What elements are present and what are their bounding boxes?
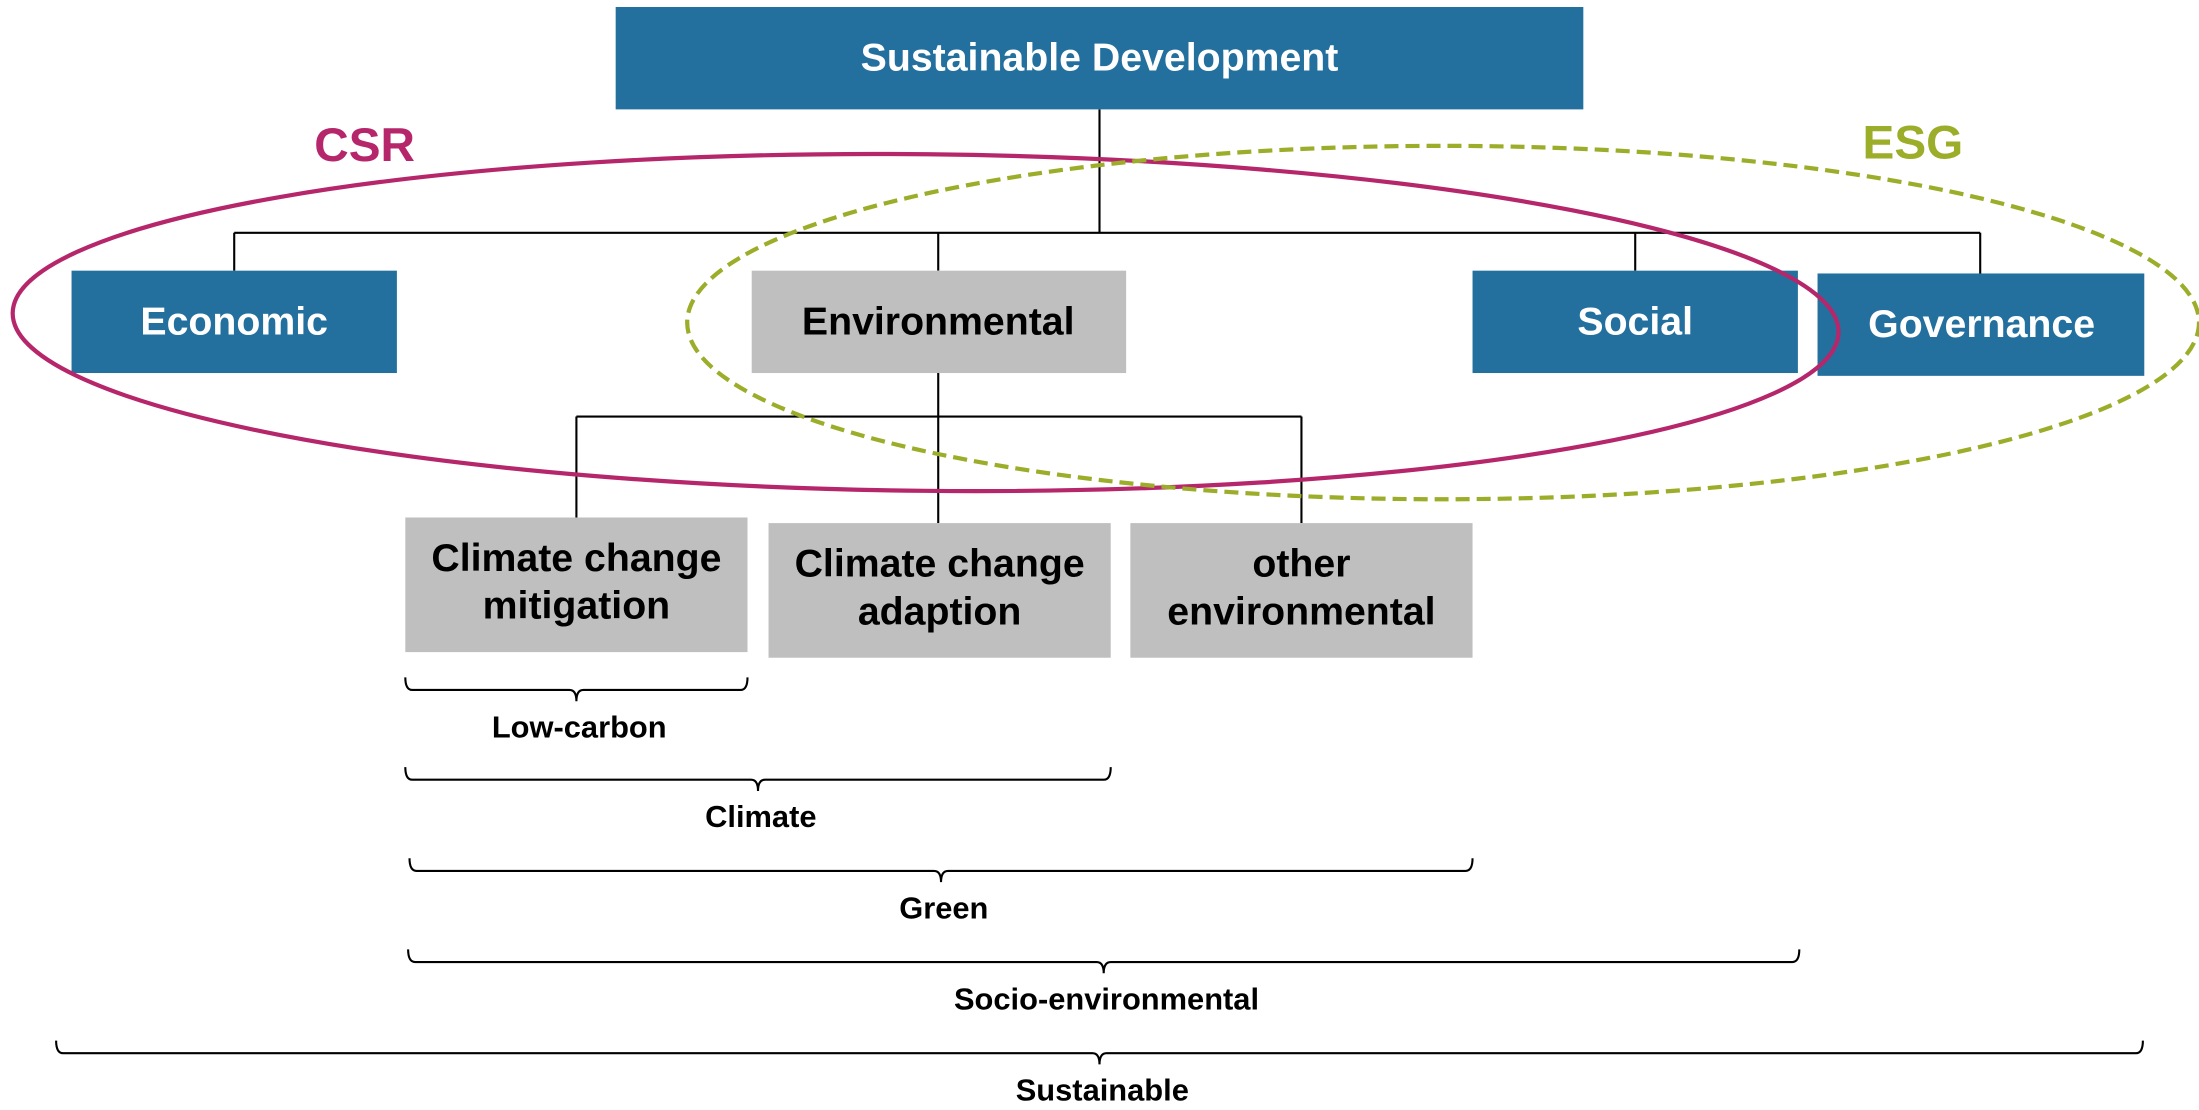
child-labels: Climate change mitigation Climate change ad… (431, 536, 1435, 633)
bracket (408, 858, 1474, 883)
bracket (407, 949, 1801, 974)
child-box (405, 517, 748, 653)
group-label: Low-carbon (492, 709, 667, 744)
pillar-box (751, 270, 1127, 374)
pillar-box (1472, 270, 1798, 374)
child-box (1130, 523, 1473, 658)
pillar-box (71, 270, 397, 374)
pillar-label: Economic (140, 299, 328, 343)
bracket (404, 767, 1112, 791)
csr-label: CSR (314, 119, 415, 172)
child-label: other environmental (1167, 542, 1435, 634)
group-label: Socio-environmental (954, 981, 1259, 1016)
child-box (768, 523, 1111, 658)
bracket (404, 677, 749, 702)
group-label: Sustainable (1016, 1073, 1189, 1108)
connector-lines (575, 373, 1303, 524)
brackets: Low-carbon Climate Green Socio-environmenta… (55, 677, 2144, 1108)
pillar-label: Environmental (802, 299, 1075, 343)
root-label: Sustainable Development (861, 36, 1339, 80)
pillar-label: Governance (1868, 302, 2095, 346)
connectors (233, 109, 1982, 524)
root-box (615, 7, 1584, 110)
pillar-box (1817, 273, 2145, 376)
group-label: Climate (705, 799, 816, 834)
connector-lines (233, 109, 1982, 274)
pillar-label: Social (1577, 299, 1693, 343)
group-label: Green (899, 890, 988, 925)
bracket (55, 1040, 2144, 1065)
esg-label: ESG (1863, 116, 1964, 169)
child-label: Climate change mitigation (431, 536, 721, 628)
csr-ellipse (10, 151, 1841, 494)
child-label: Climate change adaption (795, 542, 1085, 634)
